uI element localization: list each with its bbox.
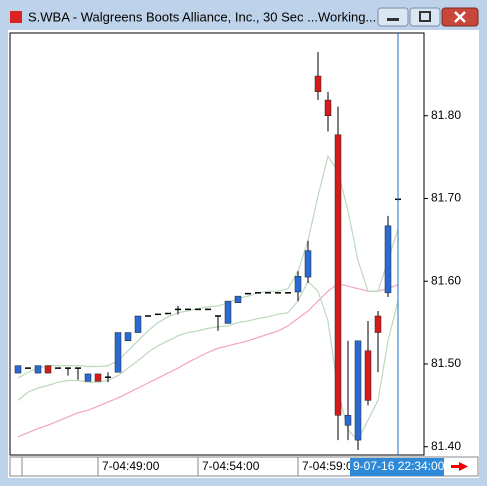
candle-body [134, 315, 142, 333]
candle-body [14, 365, 22, 374]
indicator-line [17, 280, 399, 442]
candle-body [334, 134, 342, 416]
candle-body [344, 415, 352, 426]
candle-body [294, 276, 302, 293]
candle-body [374, 315, 382, 333]
candle-body [224, 300, 232, 324]
candle-body [354, 340, 362, 441]
indicator-line [17, 283, 399, 438]
minimize-button[interactable] [377, 7, 409, 27]
candle-body [364, 350, 372, 401]
y-tick-label: 81.40 [431, 439, 461, 453]
indicator-line [17, 154, 399, 379]
x-tick-label: 7-04:59:0 [302, 459, 353, 473]
plot: 81.40 81.50 81.60 81.70 81.80 [14, 33, 461, 455]
plot-area [9, 32, 425, 456]
candle-body [234, 295, 242, 303]
y-tick-label: 81.80 [431, 108, 461, 122]
candle-body [384, 225, 392, 294]
candle-body [34, 365, 42, 374]
x-tick-label: 7-04:49:00 [102, 459, 160, 473]
scroll-box[interactable] [9, 456, 23, 477]
minimize-icon [387, 18, 399, 21]
window-title: S.WBA - Walgreens Boots Alliance, Inc., … [28, 9, 376, 24]
candle-body [314, 75, 322, 92]
maximize-icon [419, 11, 431, 22]
y-tick-label: 81.60 [431, 273, 461, 287]
candle-body [84, 373, 92, 382]
x-tick-label: 7-04:54:00 [202, 459, 260, 473]
y-tick-label: 81.50 [431, 356, 461, 370]
candle-body [124, 332, 132, 342]
candle-body [44, 365, 52, 374]
candle-body [114, 332, 122, 373]
cursor-label: 9-07-16 22:34:00 [353, 459, 445, 473]
close-icon [454, 11, 466, 23]
candle-body [324, 99, 332, 116]
scroll-right-arrow[interactable] [451, 462, 468, 471]
candle-body [304, 250, 312, 278]
maximize-button[interactable] [409, 7, 441, 27]
app-icon [10, 11, 22, 23]
candle-body [94, 373, 102, 382]
y-tick-label: 81.70 [431, 191, 461, 205]
cursor-label-box [350, 458, 444, 476]
